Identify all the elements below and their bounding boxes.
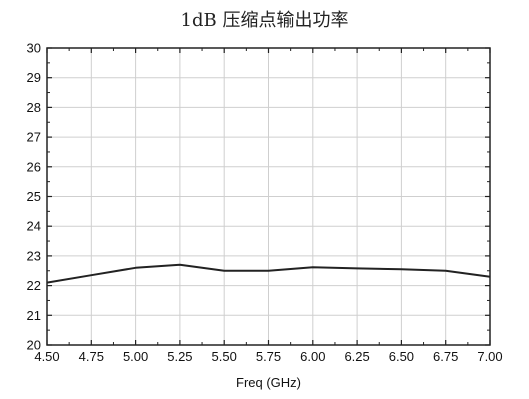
- x-tick-label: 6.25: [344, 349, 369, 364]
- y-tick-label: 25: [27, 189, 41, 204]
- y-tick-label: 28: [27, 100, 41, 115]
- x-axis: 4.50 4.75 5.00 5.25 5.50 5.75 6.00 6.25 6.50 6.75…: [34, 48, 503, 364]
- y-tick-label: 27: [27, 130, 41, 145]
- y-tick-label: 26: [27, 159, 41, 174]
- grid-lines: [47, 48, 490, 345]
- y-tick-label: 23: [27, 248, 41, 263]
- chart-title: 1dB 压缩点输出功率: [180, 10, 349, 31]
- y-tick-label: 29: [27, 70, 41, 85]
- y-tick-label: 21: [27, 308, 41, 323]
- x-tick-label: 4.75: [79, 349, 104, 364]
- x-tick-label: 5.00: [123, 349, 148, 364]
- x-tick-label: 6.75: [433, 349, 458, 364]
- y-tick-label: 20: [27, 338, 41, 353]
- x-tick-label: 5.25: [167, 349, 192, 364]
- y-tick-label: 30: [27, 41, 41, 56]
- series-group: [46, 263, 491, 284]
- x-tick-label: 5.50: [212, 349, 237, 364]
- y-tick-label: 24: [27, 219, 41, 234]
- x-tick-label: 7.00: [477, 349, 502, 364]
- x-tick-label: 4.50: [34, 349, 59, 364]
- x-tick-label: 6.00: [300, 349, 325, 364]
- y-tick-label: 22: [27, 278, 41, 293]
- series-line-0: [46, 263, 491, 284]
- x-axis-label: Freq (GHz): [236, 375, 301, 390]
- x-tick-label: 5.75: [256, 349, 281, 364]
- x-tick-label: 6.50: [389, 349, 414, 364]
- y-axis: 20 21 22 23 24 25 26 27 28 29 30: [27, 41, 490, 353]
